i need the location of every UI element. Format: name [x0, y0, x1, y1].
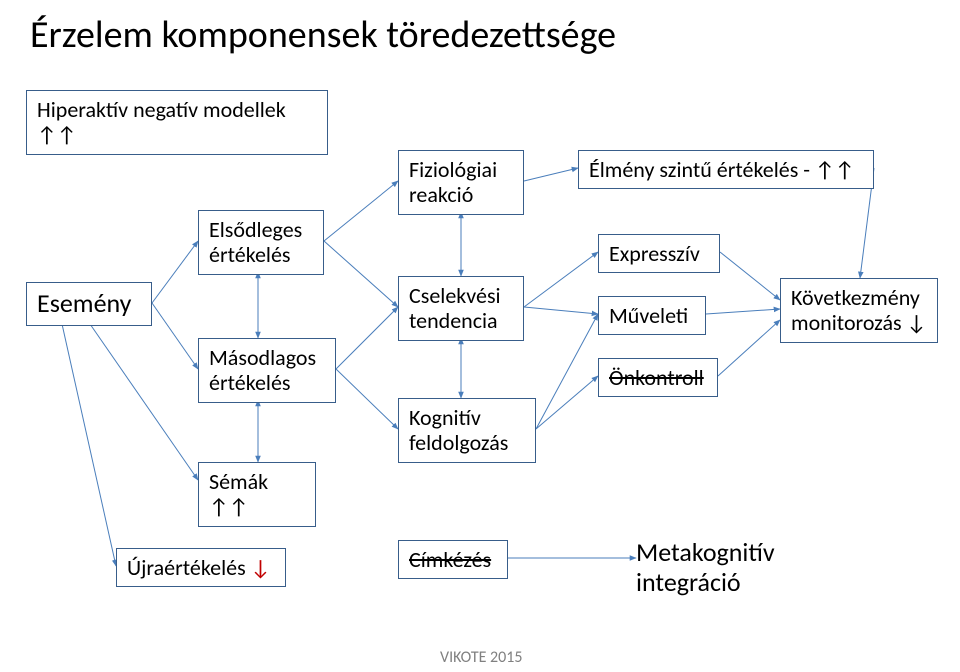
box-elso: Elsődleges értékelés: [198, 210, 324, 275]
box-kovet: Következmény monitorozás ↓: [780, 278, 938, 343]
box-express: Expresszív: [598, 234, 720, 273]
box-masod: Másodlagos értékelés: [198, 338, 336, 403]
box-muvelet: Műveleti: [598, 296, 706, 335]
connector-1: [152, 303, 198, 369]
connector-6: [324, 181, 398, 241]
box-fizio: Fiziológiai reakció: [398, 150, 524, 215]
connector-19: [718, 320, 780, 376]
connector-8: [336, 307, 398, 369]
connector-18: [706, 309, 780, 314]
box-cimke: Címkézés: [398, 540, 508, 579]
box-semak: Sémák ↑↑: [198, 462, 316, 527]
connector-14: [524, 307, 598, 314]
footer-text: VIKOTE 2015: [440, 648, 523, 667]
box-cselek: Cselekvési tendencia: [398, 276, 524, 341]
connector-7: [324, 241, 398, 307]
box-onkont: Önkontroll: [598, 358, 718, 397]
slide-title: Érzelem komponensek töredezettsége: [30, 12, 616, 58]
connector-15: [536, 376, 598, 429]
box-ujra: Újraértékelés ↓: [116, 548, 286, 587]
connector-13: [524, 252, 598, 307]
box-elmeny: Élmény szintű értékelés - ↑↑: [578, 150, 874, 189]
connector-3: [62, 324, 116, 566]
connector-12: [524, 168, 578, 181]
connector-2: [90, 324, 198, 480]
box-esemeny: Esemény: [26, 282, 152, 326]
diagram-stage: Érzelem komponensek töredezettsége Hiper…: [0, 0, 960, 672]
connector-17: [720, 252, 780, 300]
connector-9: [336, 369, 398, 429]
box-kognit: Kognitív feldolgozás: [398, 398, 536, 463]
metacognitive-label: Metakognitív integráció: [636, 538, 775, 598]
connector-16: [536, 314, 598, 429]
connector-0: [152, 241, 198, 303]
box-hiper: Hiperaktív negatív modellek ↑↑: [26, 90, 328, 155]
